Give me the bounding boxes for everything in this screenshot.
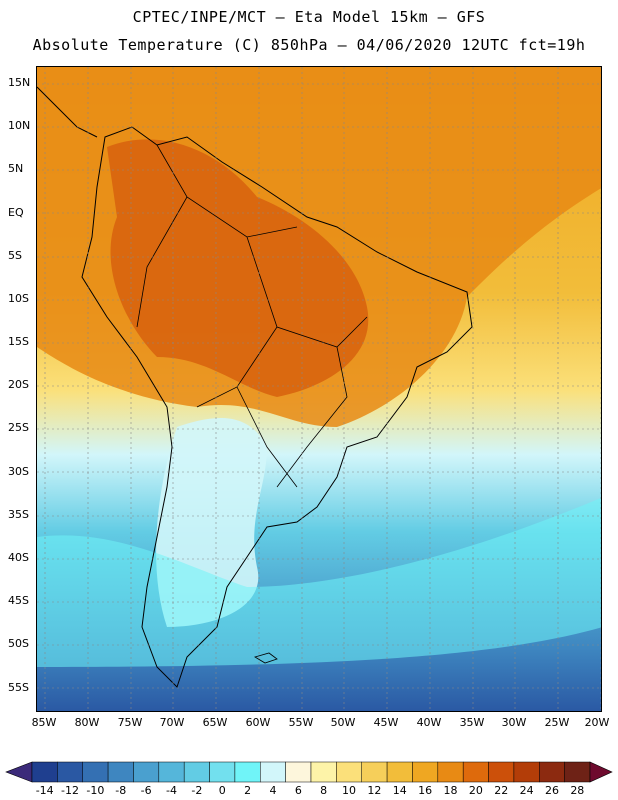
colorbar-cell (107, 761, 134, 783)
colorbar-label: 16 (418, 784, 433, 797)
colorbar-cell (234, 761, 261, 783)
lon-label: 80W (74, 716, 100, 729)
lon-label: 40W (416, 716, 442, 729)
hot-core-region (107, 139, 369, 397)
country-borders (136, 144, 368, 488)
south-america-outline (81, 126, 473, 688)
colorbar-label: 26 (544, 784, 559, 797)
lon-label: 30W (501, 716, 527, 729)
lat-label: 55S (8, 681, 29, 694)
lat-label: 10S (8, 292, 29, 305)
lat-label: 15S (8, 335, 29, 348)
colorbar-label: 14 (392, 784, 407, 797)
colorbar-label: 12 (367, 784, 382, 797)
falklands-islands (254, 652, 278, 664)
colorbar-cell (183, 761, 210, 783)
temperature-map (36, 66, 602, 712)
lat-label: 25S (8, 421, 29, 434)
lon-label: 20W (584, 716, 610, 729)
lon-label: 45W (373, 716, 399, 729)
lon-label: 60W (245, 716, 271, 729)
chart-title-line2: Absolute Temperature (C) 850hPa – 04/06/… (32, 36, 586, 54)
colorbar-arrow-high (589, 761, 613, 783)
lat-label: EQ (8, 206, 24, 219)
colorbar-label: -6 (140, 784, 152, 797)
colorbar-cell (133, 761, 160, 783)
lat-label: 10N (8, 119, 31, 132)
colorbar-cell (412, 761, 439, 783)
lat-label: 5S (8, 249, 22, 262)
lat-label: 15N (8, 76, 31, 89)
colorbar-label: -14 (35, 784, 54, 797)
lon-label: 35W (459, 716, 485, 729)
colorbar-label: 22 (494, 784, 509, 797)
cyan-region (37, 497, 601, 667)
colorbar-cell (513, 761, 540, 783)
lon-label: 50W (330, 716, 356, 729)
colorbar-label: -12 (61, 784, 80, 797)
colorbar-label: 2 (244, 784, 252, 797)
lon-label: 75W (117, 716, 143, 729)
colorbar-cell (285, 761, 312, 783)
colorbar-cell (82, 761, 109, 783)
colorbar-cell (488, 761, 515, 783)
colorbar-label: 4 (269, 784, 277, 797)
colorbar-cell (310, 761, 337, 783)
lat-label: 30S (8, 465, 29, 478)
lat-label: 20S (8, 378, 29, 391)
colorbar-label: 10 (342, 784, 357, 797)
colorbar-label: 6 (294, 784, 302, 797)
colorbar-label: -4 (166, 784, 177, 797)
colorbar-cell (336, 761, 362, 783)
colorbar-cell (539, 761, 565, 783)
colorbar-cell (209, 761, 236, 783)
colorbar-label: 18 (443, 784, 458, 797)
lat-label: 40S (8, 551, 29, 564)
colorbar-label: 20 (468, 784, 483, 797)
colorbar-cell (260, 761, 286, 783)
chart-title-line1: CPTEC/INPE/MCT – Eta Model 15km – GFS (132, 8, 486, 26)
lon-label: 55W (288, 716, 314, 729)
lon-label: 70W (159, 716, 185, 729)
colorbar-arrow-low (5, 761, 33, 783)
colorbar-cell (31, 761, 58, 783)
colorbar-cell (386, 761, 413, 783)
lon-label: 25W (544, 716, 570, 729)
colorbar-label: 28 (570, 784, 585, 797)
lon-label: 65W (202, 716, 228, 729)
colorbar-label: -10 (86, 784, 105, 797)
central-america-outline (37, 86, 98, 138)
colorbar-label: 0 (218, 784, 226, 797)
lon-label: 85W (31, 716, 57, 729)
colorbar-label: 8 (320, 784, 328, 797)
lat-label: 50S (8, 637, 29, 650)
colorbar-label: 24 (519, 784, 534, 797)
grid-lines (37, 67, 601, 711)
lat-label: 45S (8, 594, 29, 607)
lat-label: 35S (8, 508, 29, 521)
colorbar-cell (57, 761, 83, 783)
colorbar (5, 761, 613, 783)
map-canvas (37, 67, 601, 711)
colorbar-label: -8 (115, 784, 127, 797)
colorbar-cell (158, 761, 185, 783)
colorbar-cell (437, 761, 464, 783)
colorbar-cell (462, 761, 489, 783)
colorbar-cell (361, 761, 388, 783)
colorbar-label: -2 (191, 784, 203, 797)
colorbar-cell (564, 761, 591, 783)
lat-label: 5N (8, 162, 24, 175)
